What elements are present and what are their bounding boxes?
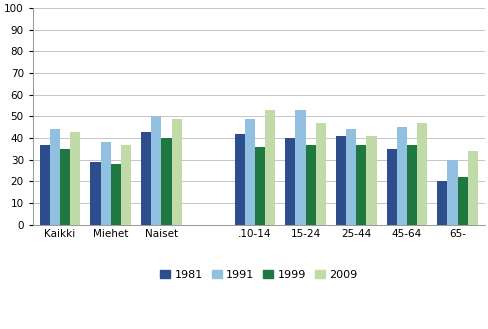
Bar bbox=[386, 149, 396, 225]
Bar bbox=[151, 116, 161, 225]
Bar bbox=[457, 177, 467, 225]
Bar bbox=[436, 182, 447, 225]
Bar bbox=[335, 136, 346, 225]
Bar bbox=[366, 136, 376, 225]
Bar bbox=[90, 162, 101, 225]
Bar bbox=[121, 145, 131, 225]
Bar bbox=[254, 147, 264, 225]
Bar bbox=[406, 145, 416, 225]
Bar bbox=[305, 145, 315, 225]
Bar bbox=[396, 127, 406, 225]
Bar bbox=[467, 151, 477, 225]
Bar bbox=[447, 160, 457, 225]
Bar bbox=[70, 132, 80, 225]
Bar bbox=[40, 145, 50, 225]
Bar bbox=[101, 142, 110, 225]
Bar bbox=[356, 145, 366, 225]
Bar bbox=[171, 119, 182, 225]
Bar bbox=[416, 123, 427, 225]
Bar bbox=[161, 138, 171, 225]
Bar bbox=[285, 138, 295, 225]
Bar bbox=[234, 134, 244, 225]
Legend: 1981, 1991, 1999, 2009: 1981, 1991, 1999, 2009 bbox=[155, 265, 361, 284]
Bar bbox=[295, 110, 305, 225]
Bar bbox=[141, 132, 151, 225]
Bar bbox=[110, 164, 121, 225]
Bar bbox=[346, 130, 356, 225]
Bar bbox=[264, 110, 275, 225]
Bar bbox=[244, 119, 254, 225]
Bar bbox=[60, 149, 70, 225]
Bar bbox=[50, 130, 60, 225]
Bar bbox=[315, 123, 325, 225]
